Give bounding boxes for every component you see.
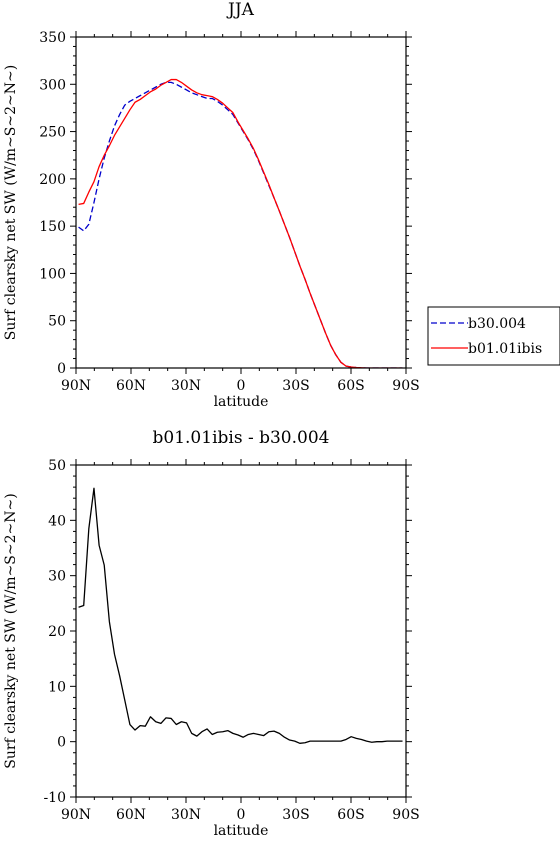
y-tick-label: 50 <box>48 314 66 330</box>
y-tick-label: 250 <box>39 125 66 141</box>
y-tick-label: 150 <box>39 219 66 235</box>
x-tick-label: 30N <box>171 807 201 823</box>
y-tick-label: 50 <box>48 458 66 474</box>
legend: b30.004 b01.01ibis <box>427 306 560 366</box>
y-tick-label: 0 <box>57 361 66 377</box>
y-tick-label: -10 <box>43 790 66 806</box>
x-tick-label: 60S <box>337 807 364 823</box>
x-tick-label: 30S <box>282 378 309 394</box>
x-tick-label: 90S <box>392 378 419 394</box>
y-tick-label: 30 <box>48 569 66 585</box>
y-tick-label: 350 <box>39 30 66 46</box>
y-tick-label: 200 <box>39 172 66 188</box>
y-axis-label: Surf clearsky net SW (W/m~S~2~N~) <box>3 65 19 340</box>
series-line-difference <box>78 487 403 744</box>
chart-panel-1: 90N 60N 30N 0 30S 60S 90S 0 50 100 150 200 250 300 350… <box>3 0 560 410</box>
plot-title: JJA <box>226 0 255 20</box>
x-tick-label: 30S <box>282 807 309 823</box>
chart-panel-2: 90N 60N 30N 0 30S 60S 90S -10 0 10 20 30 40 50 b01.01i… <box>3 428 420 839</box>
x-tick-label: 90N <box>61 807 91 823</box>
y-tick-label: 40 <box>48 513 66 529</box>
axis-ticks <box>70 31 412 374</box>
x-tick-label: 0 <box>237 807 246 823</box>
x-tick-label: 60N <box>116 807 146 823</box>
x-axis-label: latitude <box>214 394 269 410</box>
axis-ticks <box>70 459 412 803</box>
plot-frame <box>75 464 407 798</box>
legend-label: b01.01ibis <box>468 341 542 357</box>
y-axis-label: Surf clearsky net SW (W/m~S~2~N~) <box>3 493 19 768</box>
x-tick-label: 60S <box>337 378 364 394</box>
plot-title: b01.01ibis - b30.004 <box>153 428 330 448</box>
x-tick-label: 90N <box>61 378 91 394</box>
x-tick-label: 60N <box>116 378 146 394</box>
legend-box <box>427 306 560 366</box>
y-tick-label: 10 <box>48 679 66 695</box>
legend-label: b30.004 <box>468 316 526 332</box>
y-tick-label: 20 <box>48 624 66 640</box>
y-tick-label: 300 <box>39 77 66 93</box>
x-tick-label: 30N <box>171 378 201 394</box>
x-axis-label: latitude <box>214 823 269 839</box>
series-line-b01-01ibis <box>78 78 403 368</box>
y-tick-label: 0 <box>57 735 66 751</box>
plot-frame <box>75 36 407 369</box>
x-tick-label: 0 <box>237 378 246 394</box>
x-tick-label: 90S <box>392 807 419 823</box>
y-tick-label: 100 <box>39 266 66 282</box>
